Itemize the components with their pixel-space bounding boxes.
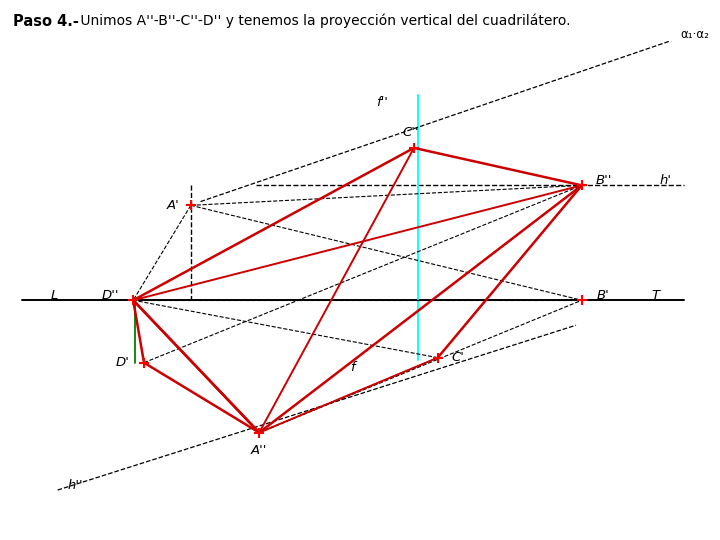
- Text: B'': B'': [595, 174, 611, 187]
- Text: A': A': [166, 199, 179, 212]
- Text: D'': D'': [102, 289, 119, 302]
- Text: f: f: [351, 361, 355, 374]
- Text: h'': h'': [68, 478, 84, 491]
- Text: f'': f'': [376, 97, 387, 110]
- Text: C'': C'': [402, 126, 418, 139]
- Text: α₁·α₂: α₁·α₂: [680, 29, 709, 42]
- Text: A'': A'': [251, 443, 267, 457]
- Text: T: T: [651, 289, 660, 302]
- Text: Paso 4.-: Paso 4.-: [13, 14, 78, 29]
- Text: h': h': [660, 174, 672, 187]
- Text: C': C': [451, 351, 464, 364]
- Text: D': D': [115, 356, 130, 369]
- Text: Unimos A''-B''-C''-D'' y tenemos la proyección vertical del cuadrilátero.: Unimos A''-B''-C''-D'' y tenemos la proy…: [76, 14, 570, 28]
- Text: B': B': [597, 289, 610, 302]
- Text: L: L: [50, 289, 58, 302]
